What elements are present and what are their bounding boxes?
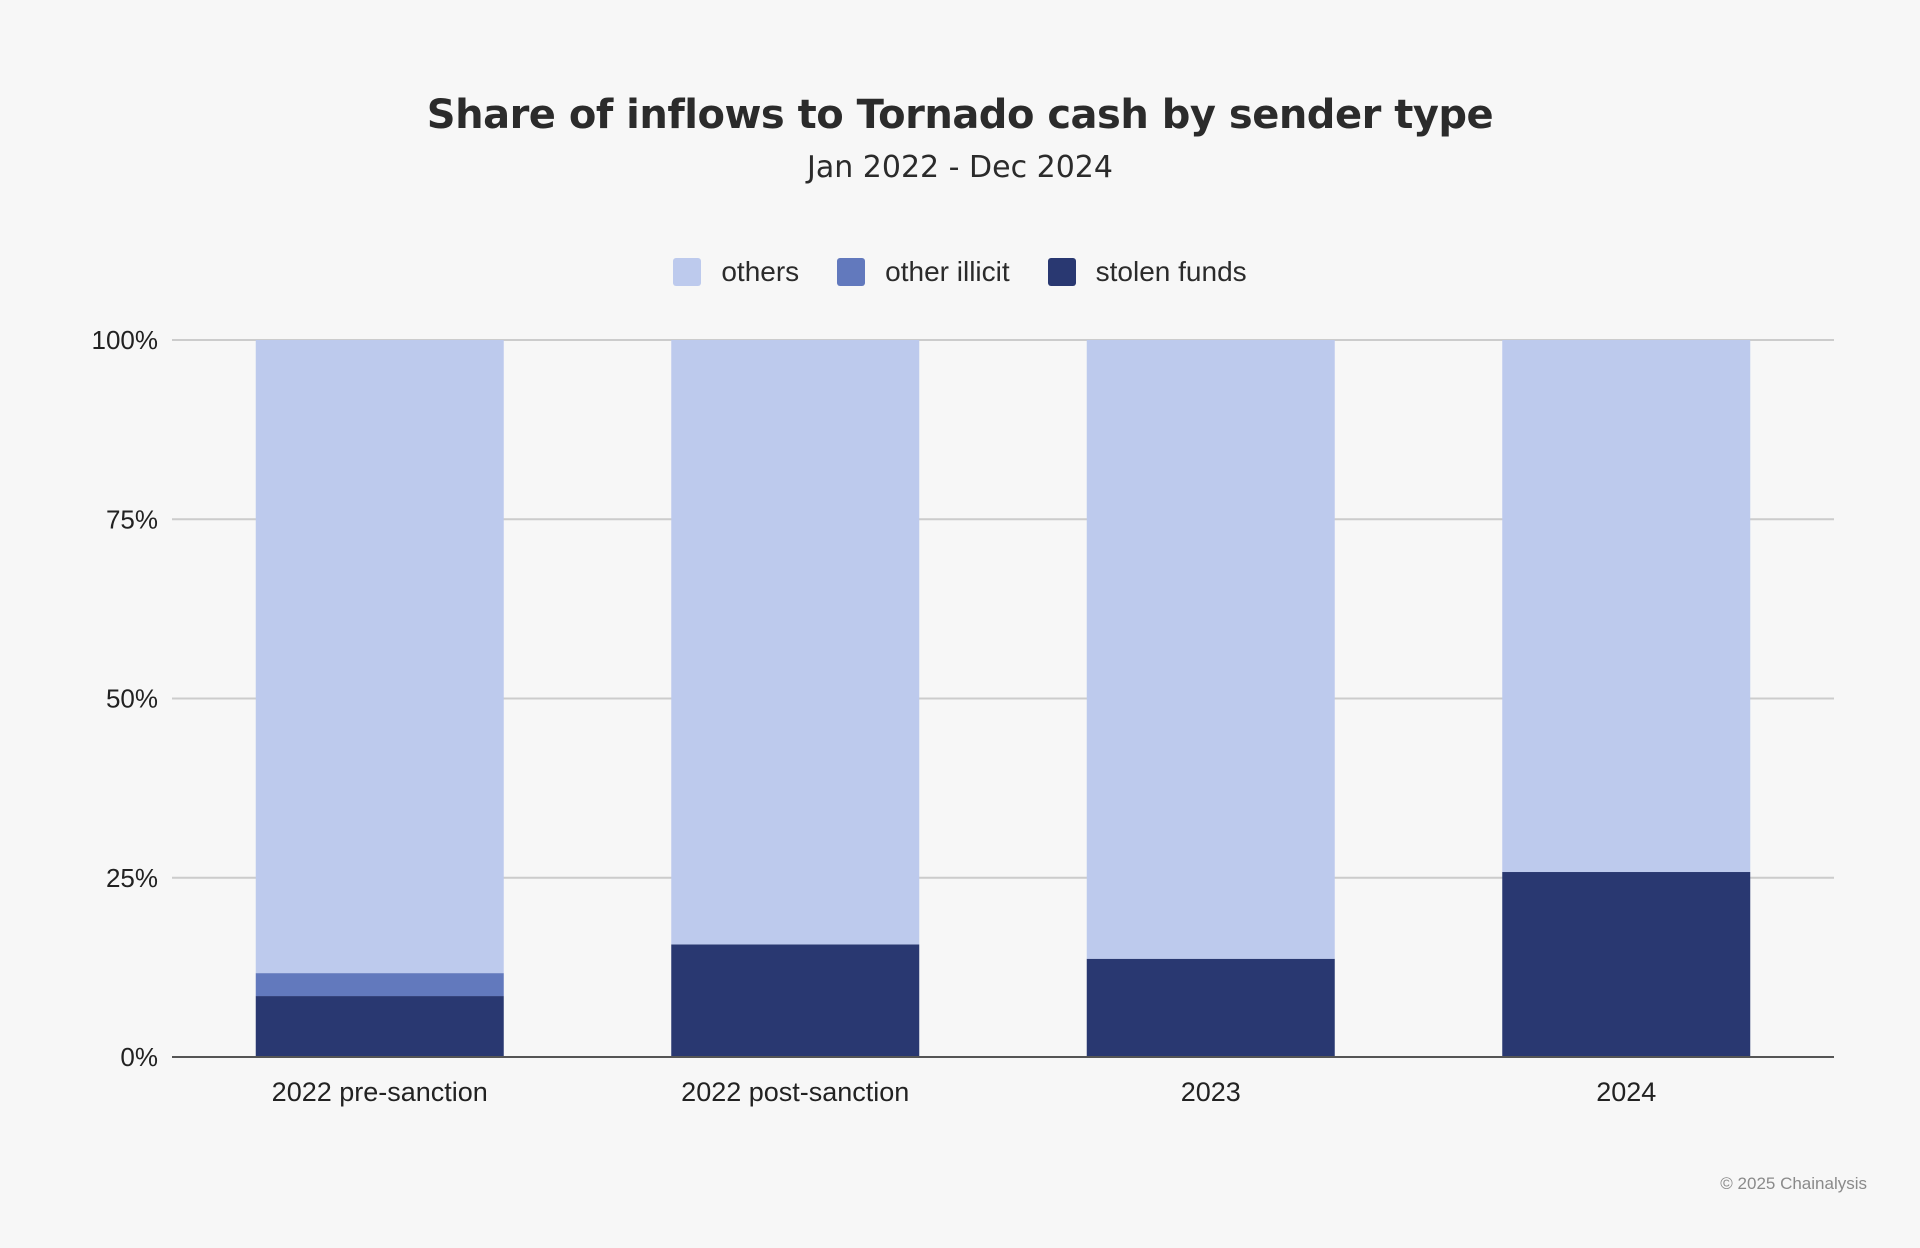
bar-segment-stolen-funds xyxy=(1086,958,1335,1057)
chart-title: Share of inflows to Tornado cash by send… xyxy=(426,92,1494,138)
bar-segment-others xyxy=(1502,340,1751,873)
legend-swatch-stolen-funds xyxy=(1047,258,1076,286)
legend-item-others: others xyxy=(673,256,799,288)
bar-segment-other-illicit xyxy=(255,973,504,997)
legend-item-stolen-funds: stolen funds xyxy=(1047,256,1247,288)
y-tick-label: 100% xyxy=(92,325,159,355)
legend-label-other-illicit: other illicit xyxy=(885,256,1010,287)
bar-segment-others xyxy=(1086,340,1335,959)
bar-segment-stolen-funds xyxy=(1502,872,1751,1057)
legend-swatch-others xyxy=(673,258,702,286)
x-category-label: 2023 xyxy=(1181,1077,1241,1107)
copyright-footer: © 2025 Chainalysis xyxy=(1720,1174,1867,1193)
x-category-label: 2022 pre-sanction xyxy=(272,1077,488,1107)
x-category-label: 2022 post-sanction xyxy=(681,1077,909,1107)
chart-subtitle: Jan 2022 - Dec 2024 xyxy=(807,150,1113,185)
bar-segment-others xyxy=(671,340,920,945)
bar-segment-others xyxy=(255,340,504,974)
legend-label-others: others xyxy=(721,256,800,287)
y-tick-label: 25% xyxy=(106,863,158,893)
y-tick-label: 50% xyxy=(106,684,158,714)
legend-swatch-other-illicit xyxy=(837,258,866,286)
legend-label-stolen-funds: stolen funds xyxy=(1095,256,1247,287)
x-category-label: 2024 xyxy=(1596,1077,1656,1107)
bar-segment-stolen-funds xyxy=(255,996,504,1057)
y-tick-label: 75% xyxy=(106,504,158,534)
y-tick-label: 0% xyxy=(120,1042,158,1072)
legend-item-other-illicit: other illicit xyxy=(837,256,1010,288)
legend: others other illicit stolen funds xyxy=(0,256,1920,288)
bar-segment-stolen-funds xyxy=(671,944,920,1057)
